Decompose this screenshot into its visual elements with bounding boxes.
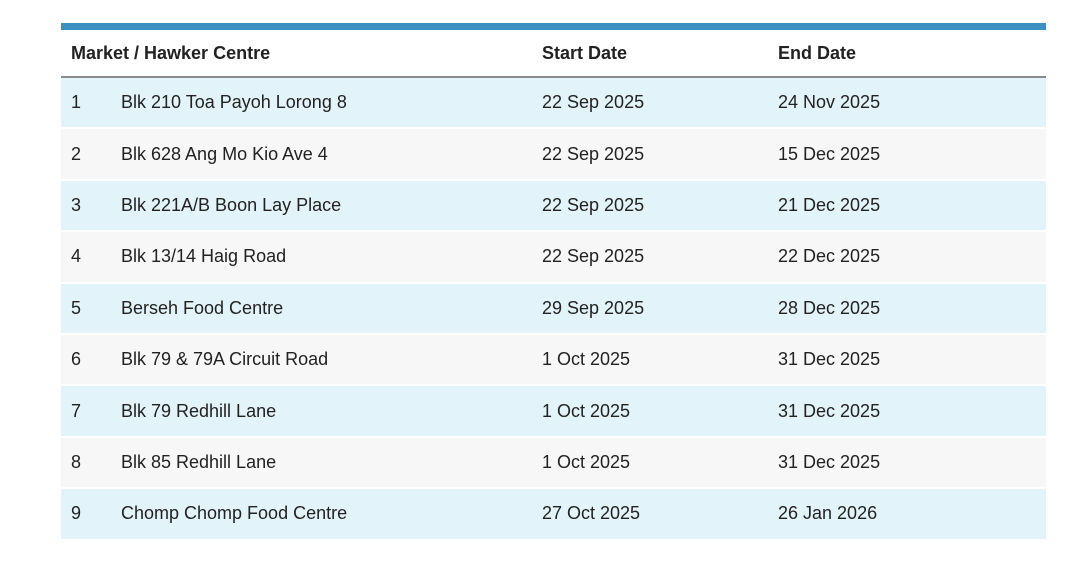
header-cell: Market / Hawker Centre — [71, 42, 271, 63]
table-row: 8 Blk 85 Redhill Lane 1 Oct 2025 31 Dec 202… — [61, 437, 1046, 490]
row-number: 6 — [71, 349, 82, 370]
start-date: 29 Sep 2025 — [542, 297, 645, 318]
table-row: 7 Blk 79 Redhill Lane 1 Oct 2025 31 Dec 202… — [61, 386, 1046, 438]
table: Market / Hawker Centre Start Date End Date… — [61, 23, 1046, 541]
row-number: 1 — [71, 92, 82, 113]
table-row: 5 Berseh Food Centre 29 Sep 2025 28 Dec 202… — [61, 283, 1046, 335]
start-date: 1 Oct 2025 — [542, 400, 631, 421]
start-date: 1 Oct 2025 — [542, 451, 631, 472]
row-number: 7 — [71, 400, 82, 421]
end-date: 26 Jan 2026 — [778, 503, 878, 524]
market-name: Chomp Chomp Food Centre — [121, 503, 348, 524]
start-date: 22 Sep 2025 — [542, 246, 645, 267]
row-number: 4 — [71, 246, 82, 267]
end-date: 31 Dec 2025 — [778, 400, 881, 421]
market-name: Blk 628 Ang Mo Kio Ave 4 — [121, 143, 328, 164]
end-date: 28 Dec 2025 — [778, 297, 881, 318]
end-date: 31 Dec 2025 — [778, 451, 881, 472]
start-date: 1 Oct 2025 — [542, 349, 631, 370]
table-row: 9 Chomp Chomp Food Centre 27 Oct 2025 26 Ja… — [61, 489, 1046, 541]
market-name: Berseh Food Centre — [121, 297, 284, 318]
table-row: 1 Blk 210 Toa Payoh Lorong 8 22 Sep 2025 24… — [61, 78, 1046, 130]
start-date: 22 Sep 2025 — [542, 143, 645, 164]
table-row: 2 Blk 628 Ang Mo Kio Ave 4 22 Sep 2025 15 D… — [61, 129, 1046, 181]
header-cell: End Date — [778, 42, 857, 63]
end-date: 31 Dec 2025 — [778, 349, 881, 370]
end-date: 22 Dec 2025 — [778, 246, 881, 267]
end-date: 15 Dec 2025 — [778, 143, 881, 164]
table-top-bar — [61, 23, 1046, 30]
header-cell: Start Date — [542, 42, 628, 63]
market-name: Blk 221A/B Boon Lay Place — [121, 194, 342, 215]
table-row: 3 Blk 221A/B Boon Lay Place 22 Sep 2025 21 … — [61, 180, 1046, 233]
table-row: 4 Blk 13/14 Haig Road 22 Sep 2025 22 Dec 20… — [61, 232, 1046, 284]
row-number: 5 — [71, 297, 82, 318]
start-date: 22 Sep 2025 — [542, 92, 645, 113]
end-date: 21 Dec 2025 — [778, 194, 881, 215]
market-name: Blk 210 Toa Payoh Lorong 8 — [121, 92, 347, 113]
market-name: Blk 85 Redhill Lane — [121, 451, 277, 472]
market-name: Blk 13/14 Haig Road — [121, 246, 287, 267]
row-number: 2 — [71, 143, 82, 164]
row-number: 9 — [71, 503, 82, 524]
market-name: Blk 79 Redhill Lane — [121, 400, 277, 421]
market-name: Blk 79 & 79A Circuit Road — [121, 349, 329, 370]
row-number: 8 — [71, 451, 82, 472]
start-date: 22 Sep 2025 — [542, 194, 645, 215]
start-date: 27 Oct 2025 — [542, 503, 641, 524]
table-row: 6 Blk 79 & 79A Circuit Road 1 Oct 2025 31 D… — [61, 334, 1046, 387]
table-header: Market / Hawker Centre Start Date End Date — [61, 30, 1046, 78]
row-number: 3 — [71, 194, 82, 215]
end-date: 24 Nov 2025 — [778, 92, 881, 113]
